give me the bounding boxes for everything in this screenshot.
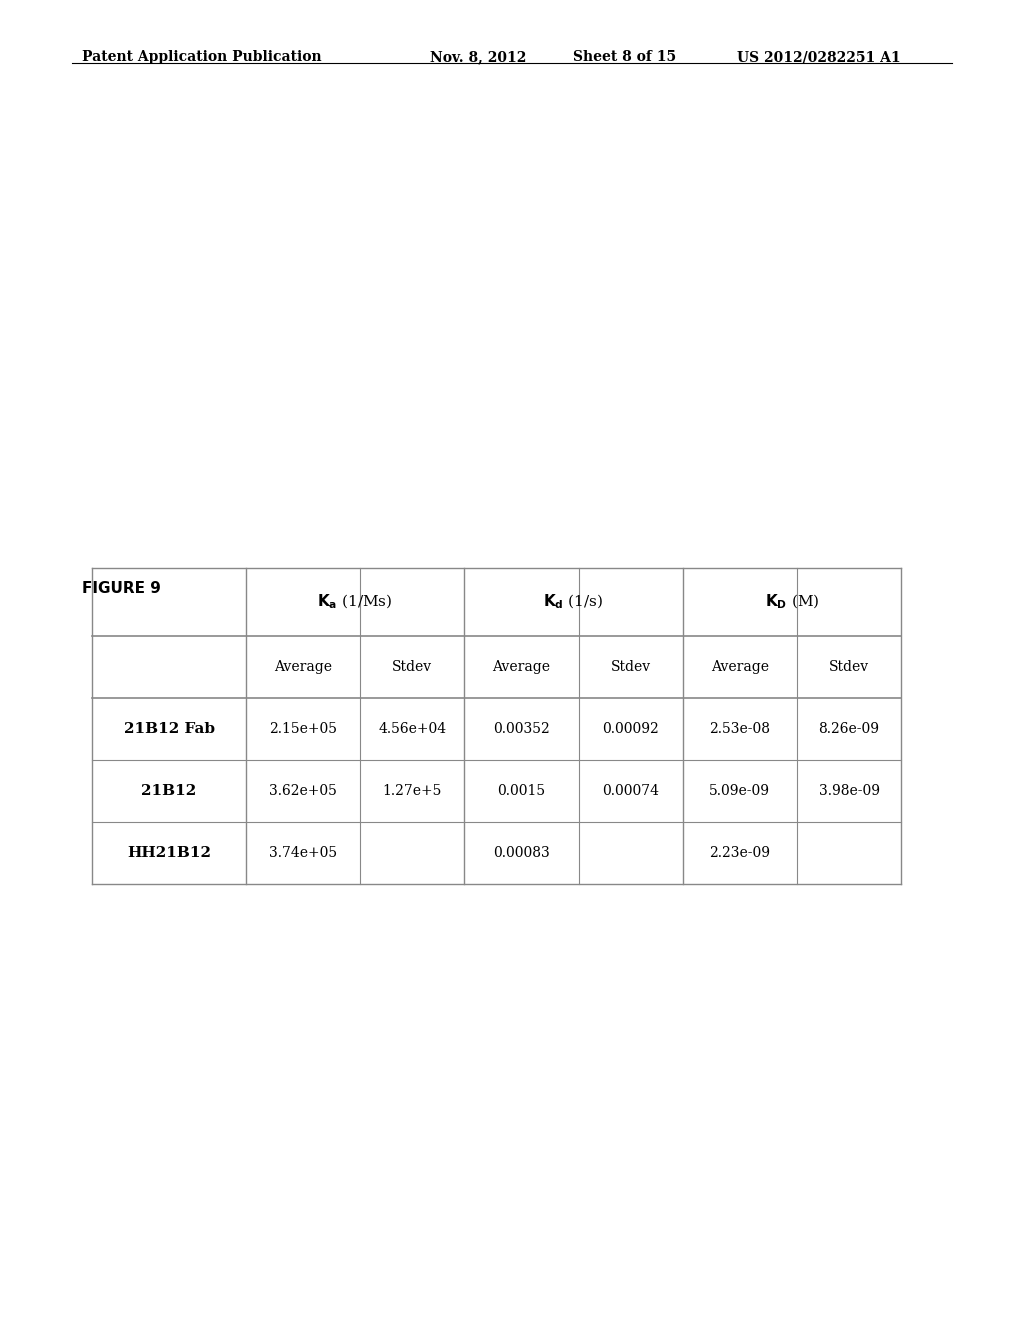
Text: Sheet 8 of 15: Sheet 8 of 15 xyxy=(573,50,677,65)
Text: Stdev: Stdev xyxy=(829,660,869,675)
Text: 1.27e+5: 1.27e+5 xyxy=(383,784,442,799)
Text: 0.00074: 0.00074 xyxy=(602,784,659,799)
Text: $\mathbf{K_a}$ (1/Ms): $\mathbf{K_a}$ (1/Ms) xyxy=(317,593,393,611)
Text: 0.0015: 0.0015 xyxy=(498,784,546,799)
Text: 21B12 Fab: 21B12 Fab xyxy=(124,722,215,737)
Text: Average: Average xyxy=(493,660,551,675)
Text: 3.74e+05: 3.74e+05 xyxy=(269,846,337,861)
Text: FIGURE 9: FIGURE 9 xyxy=(82,581,161,595)
Text: 3.98e-09: 3.98e-09 xyxy=(818,784,880,799)
Text: Average: Average xyxy=(711,660,769,675)
Text: Average: Average xyxy=(274,660,332,675)
Text: $\mathbf{K_D}$ (M): $\mathbf{K_D}$ (M) xyxy=(765,593,819,611)
Text: US 2012/0282251 A1: US 2012/0282251 A1 xyxy=(737,50,901,65)
Text: 21B12: 21B12 xyxy=(141,784,197,799)
Text: 5.09e-09: 5.09e-09 xyxy=(710,784,770,799)
Text: HH21B12: HH21B12 xyxy=(127,846,211,861)
Text: Nov. 8, 2012: Nov. 8, 2012 xyxy=(430,50,526,65)
Text: 2.23e-09: 2.23e-09 xyxy=(710,846,770,861)
Text: 8.26e-09: 8.26e-09 xyxy=(818,722,880,737)
Text: 3.62e+05: 3.62e+05 xyxy=(269,784,337,799)
Text: 4.56e+04: 4.56e+04 xyxy=(378,722,446,737)
Text: Patent Application Publication: Patent Application Publication xyxy=(82,50,322,65)
Text: Stdev: Stdev xyxy=(610,660,650,675)
Text: 0.00352: 0.00352 xyxy=(494,722,550,737)
Text: Stdev: Stdev xyxy=(392,660,432,675)
Text: 2.15e+05: 2.15e+05 xyxy=(269,722,337,737)
Text: 2.53e-08: 2.53e-08 xyxy=(710,722,770,737)
Text: $\mathbf{K_d}$ (1/s): $\mathbf{K_d}$ (1/s) xyxy=(544,593,604,611)
Text: 0.00092: 0.00092 xyxy=(602,722,659,737)
Text: 0.00083: 0.00083 xyxy=(494,846,550,861)
